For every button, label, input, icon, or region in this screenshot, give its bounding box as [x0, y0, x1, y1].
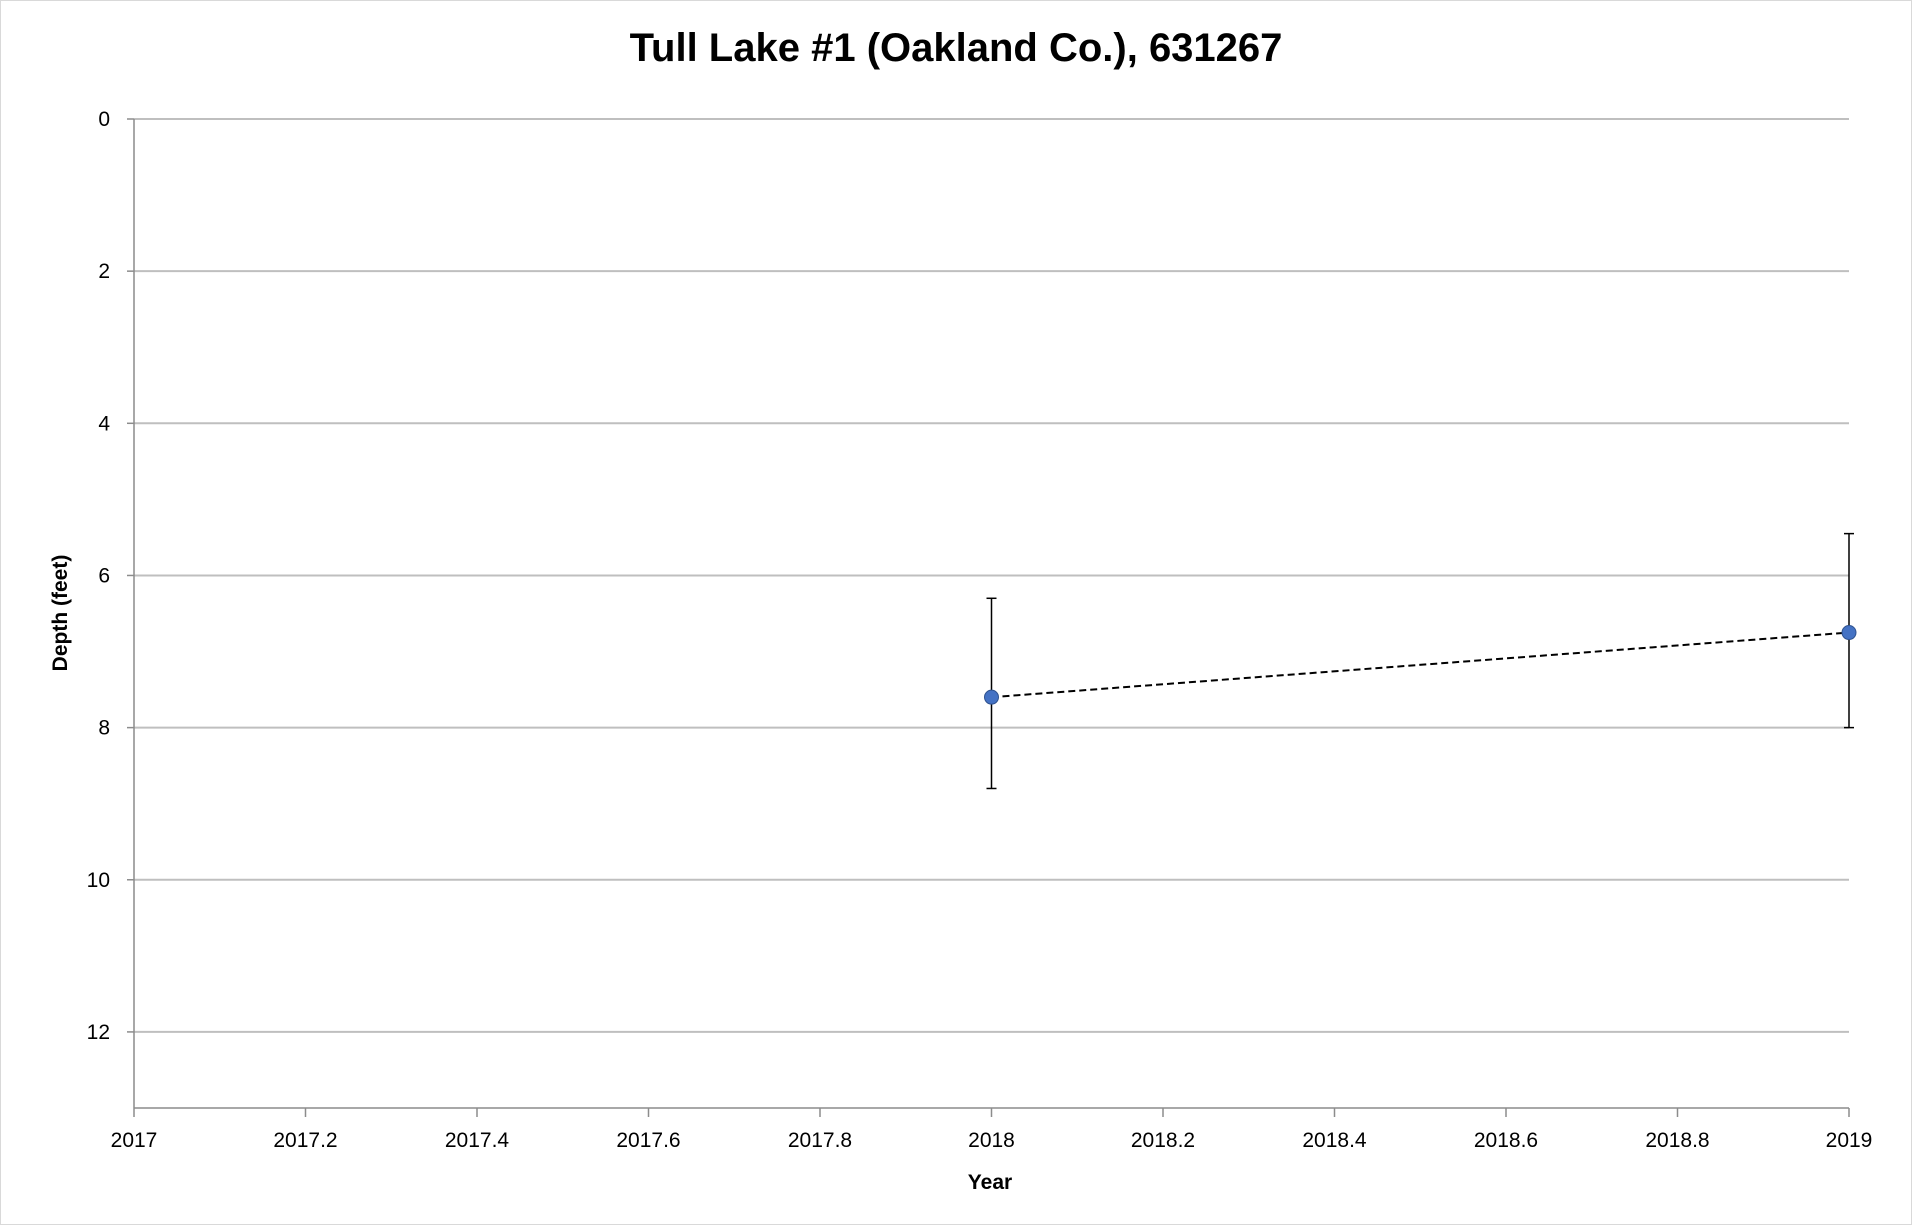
series-trend-line: [991, 631, 1850, 699]
y-tick-label: 8: [98, 717, 110, 740]
x-tick-label: 2018: [968, 1129, 1015, 1152]
x-tick-label: 2017.6: [616, 1129, 680, 1152]
x-tick-label: 2017: [111, 1129, 158, 1152]
data-point: [984, 689, 999, 705]
tick-labels: 0 2 4 6 8 10 12 2017 2017.2 2017.4 2017.6 2017.8 201…: [87, 108, 1873, 1152]
chart-title: Tull Lake #1 (Oakland Co.), 631267: [630, 26, 1283, 70]
grid-lines: [134, 118, 1849, 1033]
y-axis-title: Depth (feet): [49, 555, 72, 672]
data-series: [984, 532, 1857, 790]
x-tick-label: 2018.8: [1645, 1129, 1709, 1152]
y-tick-label: 2: [98, 260, 110, 283]
x-axis-title: Year: [968, 1171, 1012, 1194]
y-tick-label: 10: [87, 869, 110, 892]
x-tick-label: 2018.6: [1474, 1129, 1538, 1152]
y-tick-label: 0: [98, 108, 110, 131]
y-tick-label: 4: [98, 412, 110, 435]
x-tick-label: 2018.2: [1131, 1129, 1195, 1152]
x-tick-label: 2017.2: [273, 1129, 337, 1152]
y-tick-label: 12: [87, 1021, 110, 1044]
data-point: [1841, 625, 1857, 641]
x-tick-label: 2017.4: [445, 1129, 510, 1152]
x-tick-label: 2018.4: [1302, 1129, 1367, 1152]
x-tick-label: 2019: [1826, 1129, 1873, 1152]
axes: [127, 118, 1850, 1117]
y-tick-label: 6: [98, 564, 110, 587]
x-tick-label: 2017.8: [788, 1129, 852, 1152]
